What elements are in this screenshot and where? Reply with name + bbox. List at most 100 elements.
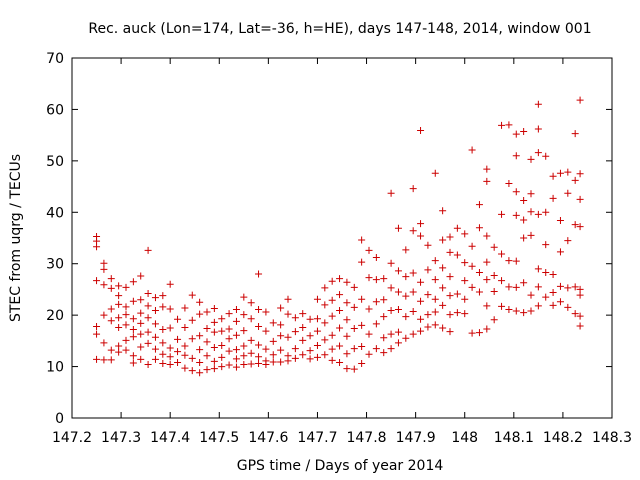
data-point — [556, 282, 564, 290]
data-point — [210, 328, 218, 336]
data-point — [409, 308, 417, 316]
data-point — [446, 311, 454, 319]
data-point — [277, 346, 285, 354]
data-point — [475, 268, 483, 276]
data-point — [505, 305, 513, 313]
data-point — [343, 299, 351, 307]
data-point — [181, 304, 189, 312]
data-point — [196, 332, 204, 340]
data-point — [166, 305, 174, 313]
data-point — [576, 291, 584, 299]
data-point — [115, 323, 123, 331]
data-point — [417, 315, 425, 323]
data-point — [277, 358, 285, 366]
data-point — [446, 292, 454, 300]
data-point — [255, 322, 263, 330]
data-point — [232, 331, 240, 339]
data-point — [512, 152, 520, 160]
chart-title: Rec. auck (Lon=174, Lat=-36, h=HE), days… — [88, 21, 591, 37]
data-point — [343, 332, 351, 340]
data-point — [232, 346, 240, 354]
data-point — [313, 315, 321, 323]
data-point — [284, 357, 292, 365]
data-point — [181, 323, 189, 331]
data-point — [417, 327, 425, 335]
data-point — [350, 303, 358, 311]
data-point — [100, 259, 108, 267]
data-point — [542, 208, 550, 216]
data-point — [321, 301, 329, 309]
data-point — [336, 358, 344, 366]
data-point — [431, 169, 439, 177]
data-point — [151, 345, 159, 353]
data-point — [564, 189, 572, 197]
data-point — [505, 257, 513, 265]
data-point — [402, 273, 410, 281]
data-point — [409, 227, 417, 235]
data-point — [549, 172, 557, 180]
data-point — [576, 322, 584, 330]
data-point — [151, 320, 159, 328]
data-point — [564, 303, 572, 311]
data-point — [475, 224, 483, 232]
data-point — [439, 284, 447, 292]
data-point — [218, 327, 226, 335]
data-point — [144, 339, 152, 347]
data-point — [166, 361, 174, 369]
data-point — [277, 304, 285, 312]
data-point — [409, 288, 417, 296]
data-point — [328, 345, 336, 353]
data-point — [387, 189, 395, 197]
data-point — [564, 284, 572, 292]
data-point — [93, 322, 101, 330]
x-tick-label: 147.7 — [297, 430, 337, 446]
data-point — [439, 264, 447, 272]
data-point — [468, 242, 476, 250]
data-point — [115, 348, 123, 356]
data-point — [483, 232, 491, 240]
data-point — [576, 170, 584, 178]
data-point — [240, 327, 248, 335]
data-point — [255, 353, 263, 361]
data-point — [498, 250, 506, 258]
data-point — [549, 301, 557, 309]
data-point — [439, 324, 447, 332]
data-point — [210, 357, 218, 365]
data-point — [490, 287, 498, 295]
data-point — [358, 236, 366, 244]
data-point — [365, 330, 373, 338]
data-point — [166, 324, 174, 332]
data-point — [542, 152, 550, 160]
data-point — [328, 312, 336, 320]
data-point — [512, 257, 520, 265]
data-point — [475, 288, 483, 296]
data-point — [431, 308, 439, 316]
data-point — [115, 300, 123, 308]
data-point — [343, 365, 351, 373]
data-point — [181, 342, 189, 350]
data-point — [402, 334, 410, 342]
data-point — [527, 291, 535, 299]
y-tick-label: 40 — [46, 205, 64, 221]
data-point — [336, 342, 344, 350]
data-point — [453, 251, 461, 259]
x-tick-label: 147.5 — [199, 430, 239, 446]
x-tick-label: 147.3 — [101, 430, 141, 446]
data-point — [556, 248, 564, 256]
data-point — [232, 363, 240, 371]
data-point — [129, 352, 137, 360]
data-point — [387, 345, 395, 353]
data-point — [144, 361, 152, 369]
data-point — [100, 281, 108, 289]
data-point — [556, 169, 564, 177]
data-point — [328, 331, 336, 339]
data-point — [483, 165, 491, 173]
data-point — [328, 296, 336, 304]
data-point — [137, 330, 145, 338]
data-point — [306, 332, 314, 340]
data-point — [181, 351, 189, 359]
data-point — [122, 303, 130, 311]
x-tick-label: 148 — [451, 430, 478, 446]
data-point — [431, 276, 439, 284]
y-tick-label: 10 — [46, 360, 64, 376]
